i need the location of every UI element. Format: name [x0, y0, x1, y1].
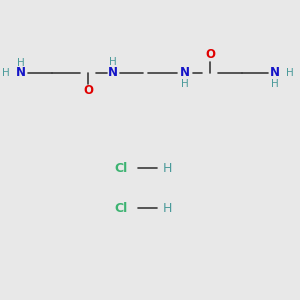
Text: Cl: Cl — [115, 161, 128, 175]
Text: H: H — [17, 58, 25, 68]
Text: H: H — [286, 68, 294, 78]
Text: H: H — [163, 202, 172, 214]
Text: N: N — [180, 67, 190, 80]
Text: N: N — [16, 67, 26, 80]
Text: H: H — [163, 161, 172, 175]
Text: O: O — [205, 49, 215, 62]
Text: H: H — [181, 79, 189, 89]
Text: H: H — [271, 79, 279, 89]
Text: N: N — [108, 67, 118, 80]
Text: Cl: Cl — [115, 202, 128, 214]
Text: N: N — [270, 67, 280, 80]
Text: O: O — [83, 85, 93, 98]
Text: H: H — [2, 68, 10, 78]
Text: H: H — [109, 57, 117, 67]
